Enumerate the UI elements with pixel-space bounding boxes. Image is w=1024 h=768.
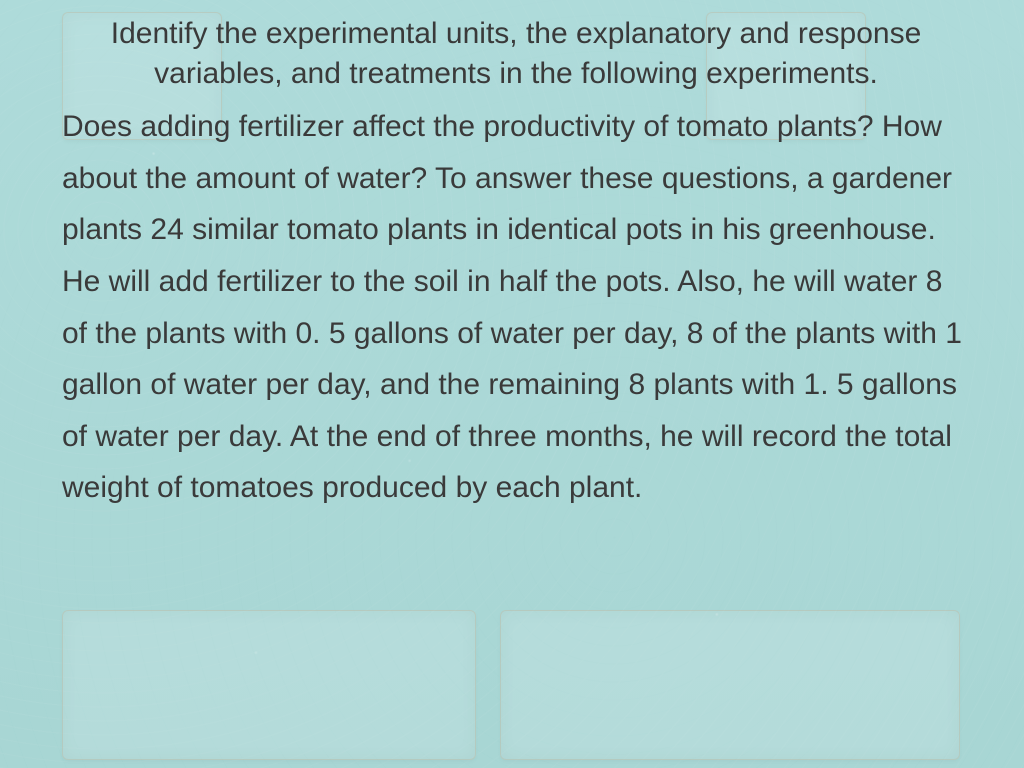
decorative-panel-bottom-left <box>62 610 476 760</box>
slide-body: Does adding fertilizer affect the produc… <box>62 101 970 514</box>
slide-title: Identify the experimental units, the exp… <box>62 14 970 93</box>
decorative-panel-bottom-right <box>500 610 960 760</box>
slide-content: Identify the experimental units, the exp… <box>62 14 970 514</box>
